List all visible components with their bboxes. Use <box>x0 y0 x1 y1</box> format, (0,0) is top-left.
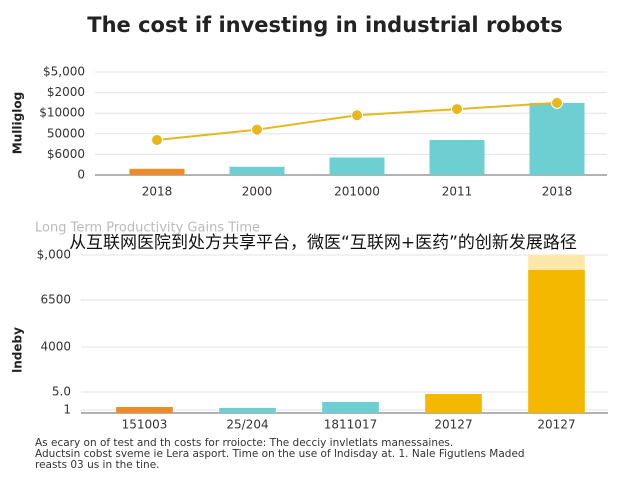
bar <box>116 406 173 413</box>
y-axis-label: Mulliglog <box>11 92 25 154</box>
caption: Aductsin cobst sveme ie Lera asport. Tim… <box>35 448 525 460</box>
bar <box>219 407 276 413</box>
y-tick-label: 6500 <box>40 293 71 307</box>
line-point <box>551 96 563 109</box>
x-tick-label: 151003 <box>122 418 168 432</box>
caption: As ecary on of test and th costs for rro… <box>35 437 453 449</box>
bar <box>329 157 385 175</box>
x-tick-label: 25/204 <box>226 418 268 432</box>
y-tick-label: 0 <box>77 168 85 182</box>
line-point <box>351 109 363 122</box>
chart-title: 从互联网医院到处方共享平台，微医“互联网+医药”的创新发展路径 <box>69 233 577 253</box>
bar <box>129 168 185 175</box>
y-tick-label: 5.0 <box>52 384 71 398</box>
x-tick-label: 201000 <box>334 185 380 199</box>
x-tick-label: 20127 <box>434 418 472 432</box>
chart-subtitle: Long Term Productivity Gains Time <box>35 221 260 236</box>
y-tick-label: 1 <box>63 402 71 416</box>
x-tick-label: 2018 <box>142 185 173 199</box>
bar <box>528 270 585 413</box>
x-tick-label: 1811017 <box>324 418 377 432</box>
y-axis-label: lndeby <box>11 327 25 373</box>
line-point <box>451 103 463 116</box>
x-tick-label: 2011 <box>442 185 473 199</box>
y-tick-label: $10000 <box>39 106 85 120</box>
x-tick-label: 2018 <box>542 185 573 199</box>
bar <box>425 394 482 413</box>
caption: reasts 03 us in the tine. <box>35 459 160 471</box>
y-tick-label: 4000 <box>40 339 71 353</box>
x-tick-label: 20127 <box>537 418 575 432</box>
line <box>156 101 558 141</box>
y-tick-label: $,000 <box>37 248 71 262</box>
y-tick-label: 50000 <box>47 126 85 140</box>
bar <box>529 102 585 175</box>
line-point <box>151 133 163 146</box>
y-tick-label: $2000 <box>47 85 85 99</box>
bar <box>229 166 285 175</box>
bar-cap <box>528 255 585 271</box>
y-tick-label: $6000 <box>47 147 85 161</box>
y-tick-label: $5,000 <box>43 65 85 79</box>
x-tick-label: 2000 <box>242 185 273 199</box>
bar <box>322 401 379 413</box>
chart-title: The cost if investing in industrial robo… <box>87 13 562 37</box>
bar <box>429 139 485 175</box>
line-point <box>251 123 263 136</box>
